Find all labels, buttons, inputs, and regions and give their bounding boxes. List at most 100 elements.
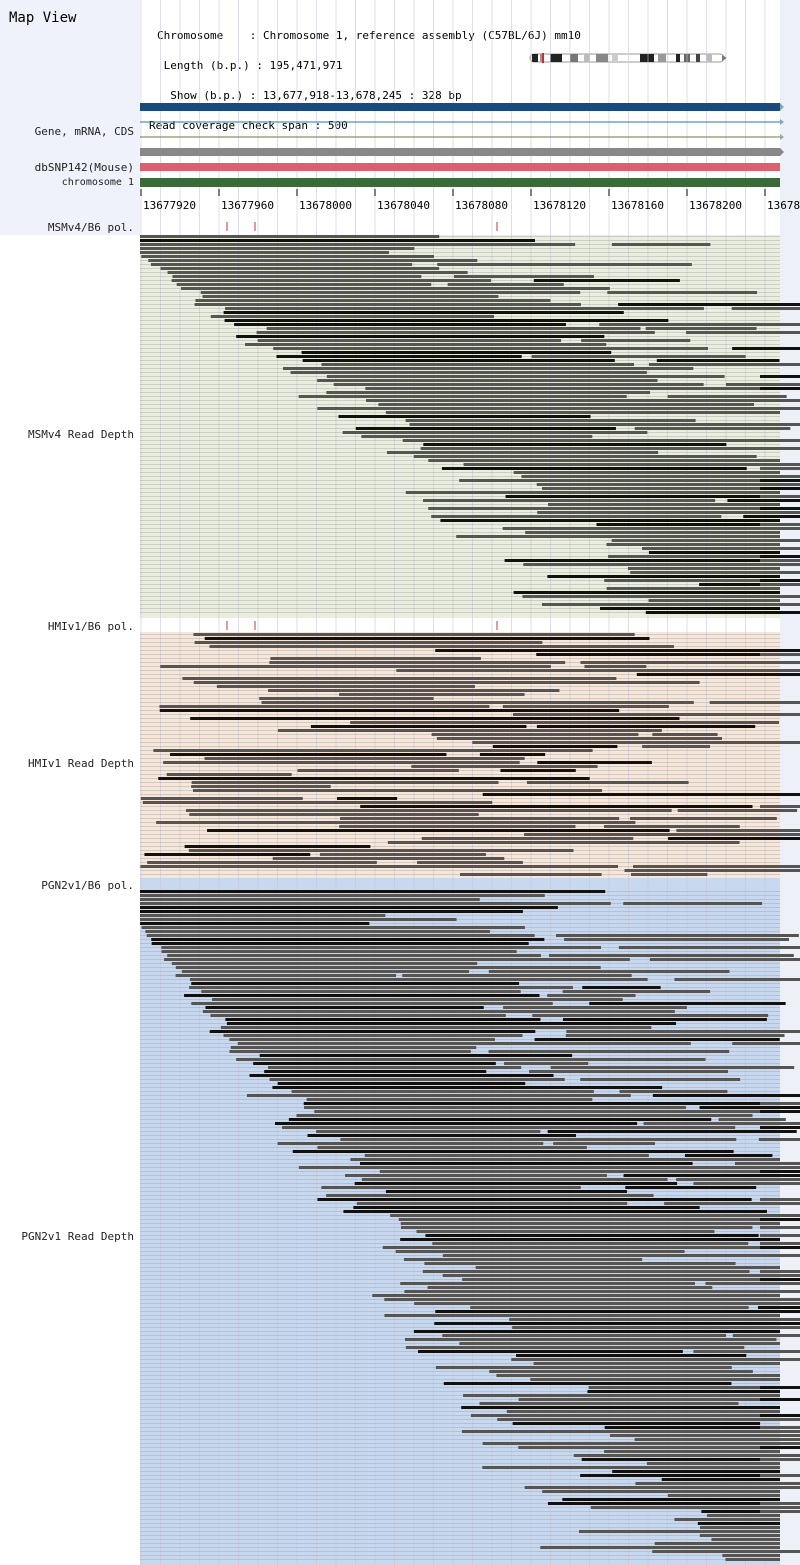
- mrna-arrow: [780, 119, 784, 125]
- read-segment: [338, 415, 591, 418]
- read-segment: [340, 1138, 737, 1141]
- read-segment: [760, 713, 800, 716]
- read-segment: [760, 467, 800, 470]
- read-segment: [402, 974, 632, 977]
- read-segment: [212, 998, 623, 1001]
- read-segment: [194, 641, 543, 644]
- read-segment: [365, 399, 780, 402]
- read-segment: [390, 1214, 780, 1217]
- read-segment: [629, 817, 777, 820]
- read-segment: [428, 459, 780, 462]
- coverage-value: 500: [327, 119, 348, 132]
- read-segment: [184, 994, 540, 997]
- read-segment: [536, 483, 780, 486]
- read-segment: [760, 805, 800, 808]
- read-segment: [462, 1278, 780, 1281]
- read-segment: [151, 942, 529, 945]
- read-segment: [643, 1122, 800, 1125]
- read-segment: [277, 1082, 526, 1085]
- read-segment: [435, 1366, 732, 1369]
- read-segment: [440, 519, 780, 522]
- read-segment: [282, 367, 694, 370]
- read-segment: [584, 665, 647, 668]
- read-segment: [202, 1010, 675, 1013]
- read-segment: [525, 531, 780, 534]
- read-segment: [760, 1358, 800, 1361]
- read-segment: [526, 781, 689, 784]
- read-segment: [385, 411, 780, 414]
- read-segment: [760, 571, 800, 574]
- pol-row-bg: [140, 618, 780, 632]
- read-segment: [549, 954, 794, 957]
- read-segment: [237, 1042, 691, 1045]
- read-segment: [140, 235, 440, 238]
- read-segment: [447, 283, 564, 286]
- read-segment: [276, 355, 522, 358]
- read-segment: [612, 1470, 780, 1473]
- read-segment: [181, 287, 610, 290]
- read-segment: [463, 1394, 780, 1397]
- read-segment: [482, 1442, 769, 1445]
- read-segment: [588, 1386, 780, 1389]
- read-segment: [547, 994, 636, 997]
- read-segment: [607, 291, 758, 294]
- read-segment: [697, 1522, 780, 1525]
- read-segment: [599, 323, 800, 326]
- read-segment: [298, 1166, 775, 1169]
- read-segment: [470, 1306, 749, 1309]
- read-segment: [760, 833, 800, 836]
- read-segment: [361, 1178, 668, 1181]
- read-segment: [684, 1154, 773, 1157]
- read-segment: [288, 1118, 712, 1121]
- read-segment: [270, 657, 481, 660]
- read-segment: [760, 1290, 800, 1293]
- read-segment: [610, 1434, 780, 1437]
- read-segment: [760, 1214, 800, 1217]
- read-segment: [760, 511, 800, 514]
- read-segment: [709, 701, 800, 704]
- read-segment: [760, 1418, 800, 1421]
- read-segment: [760, 1218, 800, 1221]
- read-segment: [645, 611, 780, 614]
- read-segment: [210, 1014, 506, 1017]
- read-segment: [400, 1282, 695, 1285]
- read-segment: [140, 898, 480, 901]
- read-segment: [642, 745, 711, 748]
- read-segment: [140, 914, 386, 917]
- read-segment: [216, 685, 475, 688]
- read-segment: [518, 1398, 773, 1401]
- read-segment: [384, 1314, 780, 1317]
- read-segment: [497, 1418, 780, 1421]
- read-segment: [760, 1386, 800, 1389]
- length-value: 195,471,971: [269, 59, 343, 72]
- read-segment: [475, 1266, 780, 1269]
- read-segment: [417, 1350, 683, 1353]
- read-segment: [202, 295, 499, 298]
- read-segment: [479, 753, 546, 756]
- coordinate-ruler: 13677920 13677960 13678000 13678040 13678080…: [140, 189, 800, 630]
- read-segment: [182, 677, 617, 680]
- read-segment: [760, 463, 800, 466]
- read-segment: [488, 970, 730, 973]
- read-segment: [350, 721, 780, 724]
- chromosome-ideogram[interactable]: [528, 52, 728, 64]
- read-segment: [171, 962, 478, 965]
- read-segment: [760, 1322, 800, 1325]
- read-segment: [266, 327, 641, 330]
- read-segment: [236, 335, 605, 338]
- read-segment: [297, 769, 459, 772]
- read-segment: [760, 1326, 800, 1329]
- read-segment: [404, 1290, 780, 1293]
- read-segment: [257, 339, 562, 342]
- read-segment: [623, 902, 763, 905]
- read-segment: [496, 1374, 780, 1377]
- read-segment: [654, 1542, 780, 1545]
- read-segment: [760, 1102, 800, 1105]
- read-segment: [317, 1146, 587, 1149]
- read-segment: [420, 447, 780, 450]
- read-segment: [159, 705, 490, 708]
- read-segment: [511, 1358, 780, 1361]
- read-segment: [649, 958, 800, 961]
- read-segment: [674, 978, 800, 981]
- read-segment: [580, 661, 800, 664]
